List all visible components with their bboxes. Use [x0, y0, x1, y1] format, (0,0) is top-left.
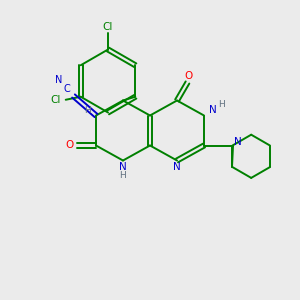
- Text: N: N: [173, 162, 181, 172]
- Text: N: N: [55, 75, 62, 85]
- Text: Cl: Cl: [103, 22, 113, 32]
- Text: H: H: [219, 100, 225, 109]
- Text: O: O: [184, 71, 192, 81]
- Text: O: O: [65, 140, 73, 151]
- Text: N: N: [119, 162, 127, 172]
- Text: N: N: [208, 105, 216, 115]
- Text: H: H: [84, 106, 90, 116]
- Text: C: C: [64, 84, 70, 94]
- Text: H: H: [120, 171, 126, 180]
- Text: N: N: [234, 137, 242, 147]
- Text: Cl: Cl: [50, 95, 60, 105]
